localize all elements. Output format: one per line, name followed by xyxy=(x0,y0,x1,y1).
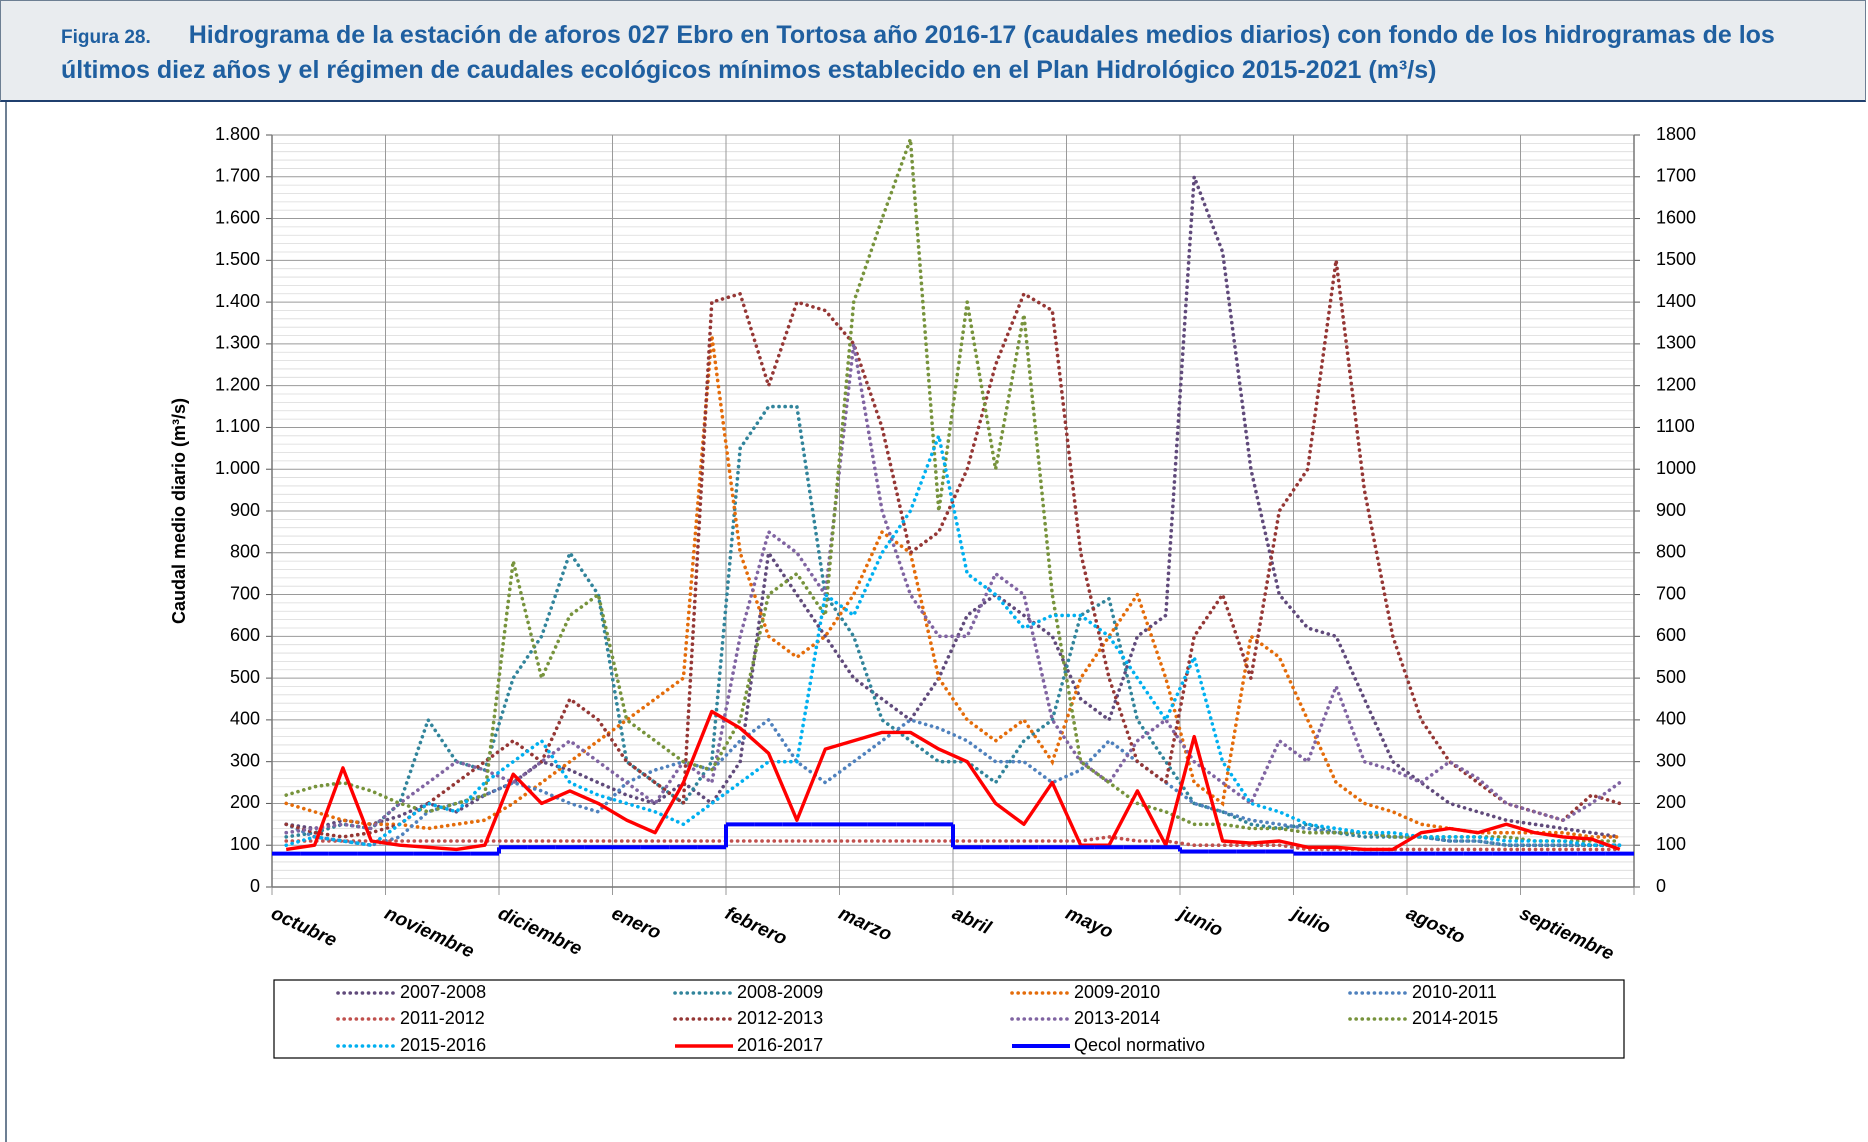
y-tick-label: 1.500 xyxy=(215,249,260,269)
x-tick-label: octubre xyxy=(268,903,340,952)
y2-tick-label: 0 xyxy=(1656,876,1666,896)
legend-label: 2007-2008 xyxy=(400,982,486,1002)
y-tick-label: 500 xyxy=(230,667,260,687)
legend-label: 2009-2010 xyxy=(1074,982,1160,1002)
y2-tick-label: 300 xyxy=(1656,750,1686,770)
series-line xyxy=(284,717,1622,848)
y2-tick-label: 900 xyxy=(1656,500,1686,520)
y2-tick-label: 1700 xyxy=(1656,166,1696,186)
x-tick-label: mayo xyxy=(1062,903,1116,943)
y-tick-label: 800 xyxy=(230,542,260,562)
x-tick-label: enero xyxy=(608,903,664,944)
y2-tick-label: 100 xyxy=(1656,834,1686,854)
x-tick-label: diciembre xyxy=(495,903,586,960)
legend-label: 2016-2017 xyxy=(737,1035,823,1055)
x-tick-label: julio xyxy=(1287,902,1334,939)
chart-title: Hidrograma de la estación de aforos 027 … xyxy=(61,21,1775,84)
y2-tick-label: 200 xyxy=(1656,792,1686,812)
y2-tick-label: 1200 xyxy=(1656,374,1696,394)
y-tick-label: 400 xyxy=(230,709,260,729)
y2-tick-label: 1400 xyxy=(1656,291,1696,311)
y2-tick-label: 500 xyxy=(1656,667,1686,687)
x-tick-label: abril xyxy=(949,903,995,939)
series-line xyxy=(284,138,1622,843)
y2-tick-label: 800 xyxy=(1656,542,1686,562)
y2-tick-label: 1000 xyxy=(1656,458,1696,478)
legend-label: 2014-2015 xyxy=(1412,1008,1498,1028)
y-tick-label: 700 xyxy=(230,583,260,603)
legend-label: 2013-2014 xyxy=(1074,1008,1160,1028)
y-tick-label: 1.400 xyxy=(215,291,260,311)
legend-label: 2010-2011 xyxy=(1412,982,1497,1002)
x-tick-label: noviembre xyxy=(381,903,477,963)
y-tick-label: 1.300 xyxy=(215,333,260,353)
y2-tick-label: 400 xyxy=(1656,709,1686,729)
y-tick-label: 100 xyxy=(230,834,260,854)
y-axis-title: Caudal medio diario (m³/s) xyxy=(169,398,189,624)
x-tick-label: agosto xyxy=(1403,903,1468,948)
y-tick-label: 300 xyxy=(230,750,260,770)
legend-label: 2015-2016 xyxy=(400,1035,486,1055)
y-tick-label: 1.600 xyxy=(215,207,260,227)
series-line xyxy=(284,335,1622,839)
legend-label: 2008-2009 xyxy=(737,982,823,1002)
y2-tick-label: 1600 xyxy=(1656,207,1696,227)
header: Figura 28. Hidrograma de la estación de a… xyxy=(0,0,1866,102)
y-tick-label: 0 xyxy=(250,876,260,896)
series-line xyxy=(284,429,1622,848)
y2-tick-label: 1300 xyxy=(1656,333,1696,353)
x-tick-label: marzo xyxy=(835,903,895,946)
series-line xyxy=(284,404,1622,847)
series-line xyxy=(285,709,1621,852)
x-tick-label: septiembre xyxy=(1516,903,1617,965)
y-tick-label: 1.100 xyxy=(215,416,260,436)
y2-tick-label: 1500 xyxy=(1656,249,1696,269)
y-tick-label: 1.200 xyxy=(215,374,260,394)
y-tick-label: 200 xyxy=(230,792,260,812)
x-tick-label: febrero xyxy=(722,903,790,950)
y2-tick-label: 700 xyxy=(1656,583,1686,603)
y-tick-label: 1.800 xyxy=(215,124,260,144)
y2-tick-label: 600 xyxy=(1656,625,1686,645)
legend-label: 2012-2013 xyxy=(737,1008,823,1028)
x-tick-label: junio xyxy=(1173,902,1226,941)
series-line xyxy=(284,176,1622,839)
y2-tick-label: 1800 xyxy=(1656,124,1696,144)
y-tick-label: 600 xyxy=(230,625,260,645)
legend-label: Qecol normativo xyxy=(1074,1035,1205,1055)
series-line xyxy=(284,343,1622,835)
y-tick-label: 900 xyxy=(230,500,260,520)
y-tick-label: 1.000 xyxy=(215,458,260,478)
y2-tick-label: 1100 xyxy=(1656,416,1695,436)
legend-label: 2011-2012 xyxy=(400,1008,485,1028)
y-tick-label: 1.700 xyxy=(215,166,260,186)
figure-label: Figura 28. xyxy=(61,27,151,48)
